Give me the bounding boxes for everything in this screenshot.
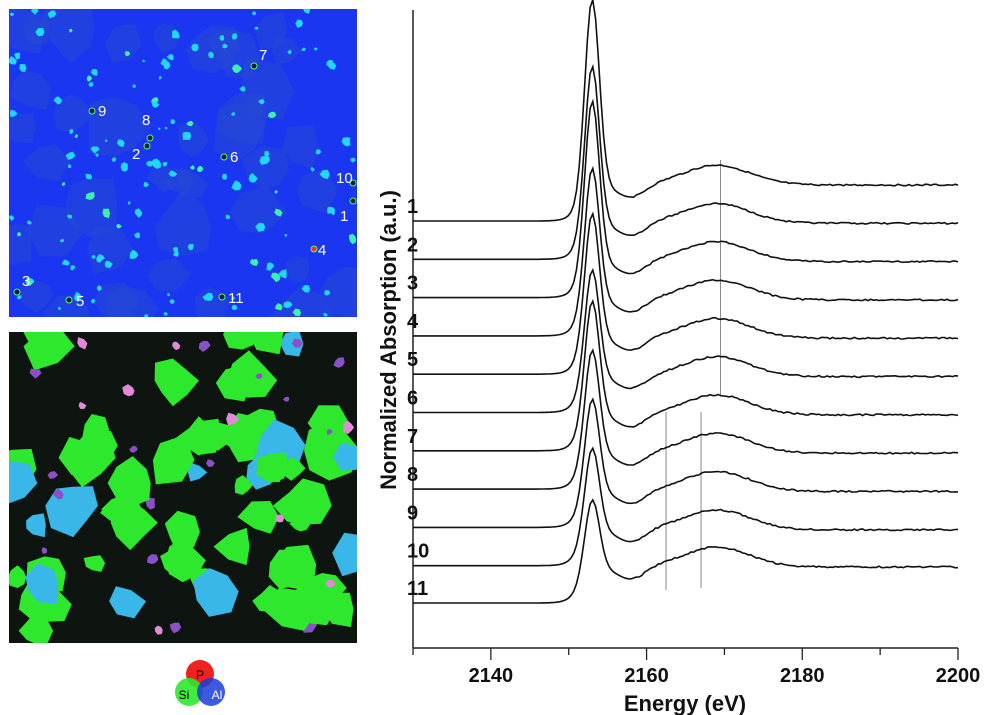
- map-label-10: 10: [336, 170, 353, 187]
- spectrum-line-10: [413, 448, 958, 565]
- map-label-9: 9: [98, 103, 106, 120]
- map-spot-2: [144, 143, 150, 149]
- map-label-3: 3: [22, 273, 30, 290]
- spectrum-line-6: [413, 270, 958, 412]
- map-label-1: 1: [340, 208, 348, 225]
- series-label-11: 11: [407, 578, 428, 600]
- x-ticks: 2140 2160 2180 2200: [413, 648, 980, 687]
- spectrum-line-11: [413, 500, 958, 603]
- series-label-5: 5: [407, 349, 418, 371]
- dark-grain: [9, 224, 31, 267]
- hotspot: [86, 174, 92, 180]
- map-spot-1: [350, 198, 356, 204]
- map-label-4: 4: [318, 242, 326, 259]
- map-spot-4: [311, 246, 317, 252]
- dark-grain: [9, 114, 35, 143]
- spectrum-line-7: [413, 301, 958, 451]
- map-label-8: 8: [142, 112, 150, 129]
- series-label-3: 3: [407, 273, 418, 295]
- map-spot-8: [147, 135, 153, 141]
- xanes-chart: 2140 2160 2180 2200 1 2 3 4 5 6 7 8 9 10 11 Energy (e…: [365, 0, 989, 715]
- map-label-2: 2: [132, 146, 140, 163]
- al-label: Al: [212, 688, 223, 702]
- spectrum-line-4: [413, 168, 958, 336]
- map-spot-11: [219, 294, 225, 300]
- y-axis-label: Normalized Absorption (a.u.): [376, 190, 401, 490]
- spectrum-line-2: [413, 67, 958, 259]
- series-label-6: 6: [407, 388, 418, 410]
- spectrum-line-1: [413, 0, 958, 221]
- reference-lines: [666, 160, 721, 590]
- p-label: P: [196, 668, 204, 682]
- map-spot-7: [251, 63, 257, 69]
- rgb-composite-map: [9, 332, 357, 643]
- spectrum-line-3: [413, 102, 958, 298]
- series-labels: 1 2 3 4 5 6 7 8 9 10 11: [407, 196, 429, 600]
- series-label-9: 9: [407, 502, 418, 524]
- hotspot: [183, 132, 192, 140]
- series-label-1: 1: [407, 196, 418, 218]
- series-label-2: 2: [407, 234, 418, 256]
- map-spot-9: [89, 108, 95, 114]
- map-spot-3: [14, 289, 20, 295]
- spectrum-line-9: [413, 399, 958, 527]
- x-axis-label: Energy (eV): [624, 691, 746, 715]
- map-label-5: 5: [76, 293, 84, 310]
- x-tick-label: 2180: [780, 665, 825, 687]
- spectrum-line-5: [413, 214, 958, 374]
- x-tick-label: 2200: [936, 665, 981, 687]
- si-label: Si: [179, 688, 190, 702]
- rgb-venn-legend: P Si Al: [160, 655, 240, 711]
- xrf-map-top: 7 9 82 6 10 14 3 5 11: [9, 9, 357, 317]
- x-tick-label: 2140: [469, 665, 514, 687]
- spectrum-line-8: [413, 350, 958, 489]
- x-tick-label: 2160: [624, 665, 669, 687]
- spectra: [413, 0, 958, 603]
- map-label-6: 6: [230, 149, 238, 166]
- series-label-10: 10: [407, 541, 429, 563]
- map-label-7: 7: [259, 47, 267, 64]
- map-label-11: 11: [228, 290, 244, 307]
- series-label-7: 7: [407, 426, 418, 448]
- series-label-4: 4: [407, 311, 419, 333]
- series-label-8: 8: [407, 464, 418, 486]
- map-spot-5: [66, 297, 72, 303]
- map-spot-6: [221, 154, 227, 160]
